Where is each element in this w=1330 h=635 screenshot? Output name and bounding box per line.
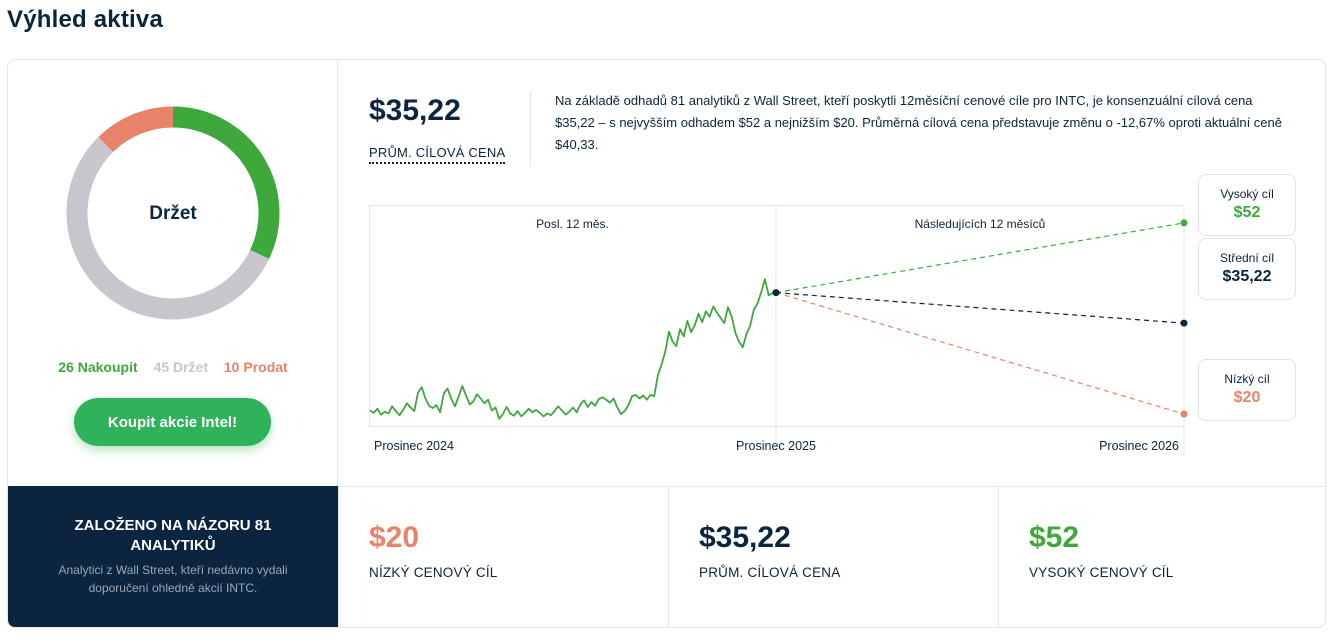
average-target-label[interactable]: PRŮM. CÍLOVÁ CENA [369, 145, 506, 164]
low-target-stat-value: $20 [369, 521, 420, 554]
current-price-point [772, 289, 780, 297]
donut-sell-segment [98, 106, 174, 153]
mid-target-box: Střední cíl $35,22 [1198, 238, 1296, 300]
low-target-point [1180, 410, 1188, 418]
consensus-donut-chart: Držet [66, 106, 280, 320]
low-target-label: Nízký cíl [1224, 372, 1270, 386]
buy-count: 26 Nakoupit [58, 359, 138, 375]
x-tick-label: Prosinec 2025 [736, 439, 816, 453]
donut-buy-segment [172, 106, 280, 259]
average-target-value: $35,22 [369, 94, 461, 127]
forecast-description: Na základě odhadů 81 analytiků z Wall St… [555, 93, 1282, 152]
donut-svg [66, 106, 280, 320]
average-target-stat-value: $35,22 [699, 521, 791, 554]
high-target-label: Vysoký cíl [1220, 187, 1274, 201]
donut-hold-segment [66, 136, 270, 320]
low-target-stat: $20 NÍZKÝ CENOVÝ CÍL [338, 486, 668, 627]
price-history-line [369, 278, 777, 420]
high-target-projection-line [775, 222, 1185, 294]
chart-frame [369, 205, 1185, 427]
sell-count: 10 Prodat [223, 359, 288, 375]
basis-title: ZALOŽENO NA NÁZORU 81 ANALYTIKŮ [74, 517, 272, 554]
low-target-box: Nízký cíl $20 [1198, 359, 1296, 421]
average-target-stat: $35,22 PRŮM. CÍLOVÁ CENA [668, 486, 998, 627]
analyst-consensus-panel: Držet 26 Nakoupit 45 Držet 10 Prodat Kou… [8, 60, 338, 486]
high-target-point [1180, 219, 1188, 227]
buy-intel-stock-button[interactable]: Koupit akcie Intel! [74, 398, 271, 446]
price-forecast-chart: Posl. 12 měs. Následujících 12 měsíců Pros… [369, 205, 1269, 455]
future-period-label: Následujících 12 měsíců [915, 217, 1046, 231]
high-target-stat-label: VYSOKÝ CENOVÝ CÍL [1029, 565, 1174, 580]
high-target-box: Vysoký cíl $52 [1198, 174, 1296, 236]
chart-svg: Posl. 12 měs. Následujících 12 měsíců Pros… [369, 205, 1188, 455]
mid-target-point [1180, 319, 1188, 327]
low-target-value: $20 [1233, 389, 1261, 406]
mid-target-label: Střední cíl [1219, 251, 1275, 265]
divider [530, 92, 531, 166]
page-title: Výhled aktiva [7, 6, 164, 33]
x-tick-label: Prosinec 2024 [374, 439, 454, 453]
x-tick-label: Prosinec 2026 [1099, 439, 1179, 453]
high-target-stat: $52 VYSOKÝ CENOVÝ CÍL [998, 486, 1325, 627]
consensus-rating: Držet [149, 203, 197, 224]
low-target-stat-label: NÍZKÝ CENOVÝ CÍL [369, 565, 498, 580]
mid-target-value: $35,22 [1222, 268, 1272, 285]
past-period-label: Posl. 12 měs. [536, 217, 609, 231]
average-target-stat-label: PRŮM. CÍLOVÁ CENA [699, 565, 841, 580]
basis-subtitle: Analytici z Wall Street, kteří nedávno v… [58, 563, 288, 595]
mid-target-projection-line [775, 292, 1185, 324]
asset-outlook-card: Držet 26 Nakoupit 45 Držet 10 Prodat Kou… [7, 59, 1326, 628]
analyst-basis-panel: ZALOŽENO NA NÁZORU 81 ANALYTIKŮ Analytic… [8, 486, 338, 627]
low-target-projection-line [775, 292, 1185, 415]
price-forecast-panel: $35,22 PRŮM. CÍLOVÁ CENA Na základě odha… [339, 60, 1325, 486]
high-target-stat-value: $52 [1029, 521, 1080, 554]
high-target-value: $52 [1233, 204, 1261, 221]
rating-counts: 26 Nakoupit 45 Držet 10 Prodat [8, 359, 338, 375]
hold-count: 45 Držet [153, 359, 208, 375]
